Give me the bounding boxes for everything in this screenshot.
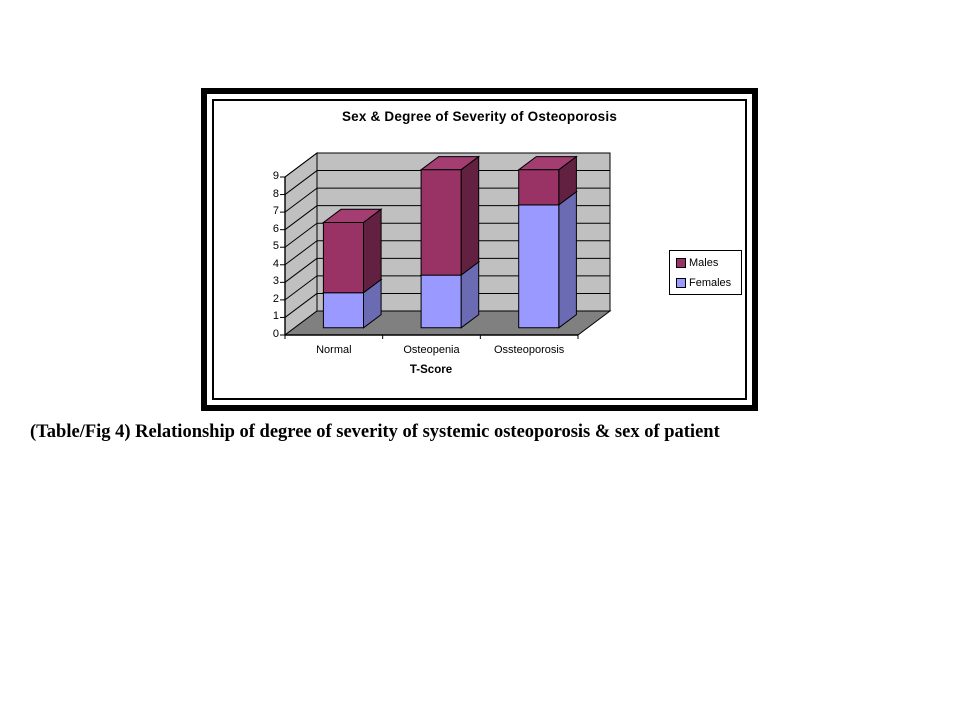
figure-caption: (Table/Fig 4) Relationship of degree of …	[30, 422, 720, 442]
category-label-ossteoporosis: Ossteoporosis	[494, 344, 565, 356]
x-axis-title: T-Score	[409, 364, 453, 376]
legend-swatch-males-icon	[676, 257, 686, 268]
gridline-sidewall	[284, 187, 318, 213]
legend-item-males: Males	[676, 254, 741, 271]
chart-title: Sex & Degree of Severity of Osteoporosis	[341, 109, 618, 124]
bar-front-males-segment-osteopenia	[420, 169, 462, 276]
gridline-sidewall	[284, 170, 318, 195]
gridline-sidewall	[284, 275, 318, 301]
legend-swatch-females-icon	[676, 277, 686, 288]
chart-frame	[201, 88, 758, 411]
y-tick-label-0: 0	[272, 328, 279, 340]
bar-front-females-segment-ossteoporosis	[518, 204, 560, 329]
y-tick-label-8: 8	[272, 187, 279, 200]
gridline-sidewall	[284, 240, 318, 266]
gridline-sidewall	[284, 293, 318, 318]
bar-front-males-segment-ossteoporosis	[518, 169, 560, 206]
y-tick-label-7: 7	[272, 205, 279, 218]
gridline-sidewall	[284, 222, 318, 248]
bar-front-males-segment-normal	[322, 222, 364, 294]
y-tick-label-2: 2	[272, 292, 279, 305]
category-label-osteopenia: Osteopenia	[403, 344, 460, 356]
legend-item-females: Females	[676, 274, 741, 291]
gridline-sidewall	[284, 152, 318, 178]
gridline-sidewall	[284, 257, 318, 283]
legend-label-females: Females	[689, 276, 732, 289]
bar-side-males-segment-osteopenia	[460, 155, 480, 277]
legend: Males Females	[669, 250, 742, 295]
y-tick-label-6: 6	[272, 222, 279, 235]
bar-front-females-segment-normal	[322, 292, 364, 329]
gridline-sidewall	[284, 205, 318, 231]
y-tick-label-5: 5	[272, 240, 279, 253]
bar-front-females-segment-osteopenia	[420, 274, 462, 329]
category-label-normal: Normal	[316, 344, 352, 356]
y-tick-label-4: 4	[272, 257, 279, 270]
bar-side-females-segment-ossteoporosis	[558, 190, 577, 329]
legend-label-males: Males	[689, 256, 719, 269]
y-tick-label-9: 9	[272, 170, 279, 182]
y-tick-label-1: 1	[272, 310, 279, 323]
y-tick-label-3: 3	[272, 275, 279, 288]
bar-side-males-segment-normal	[363, 208, 382, 294]
